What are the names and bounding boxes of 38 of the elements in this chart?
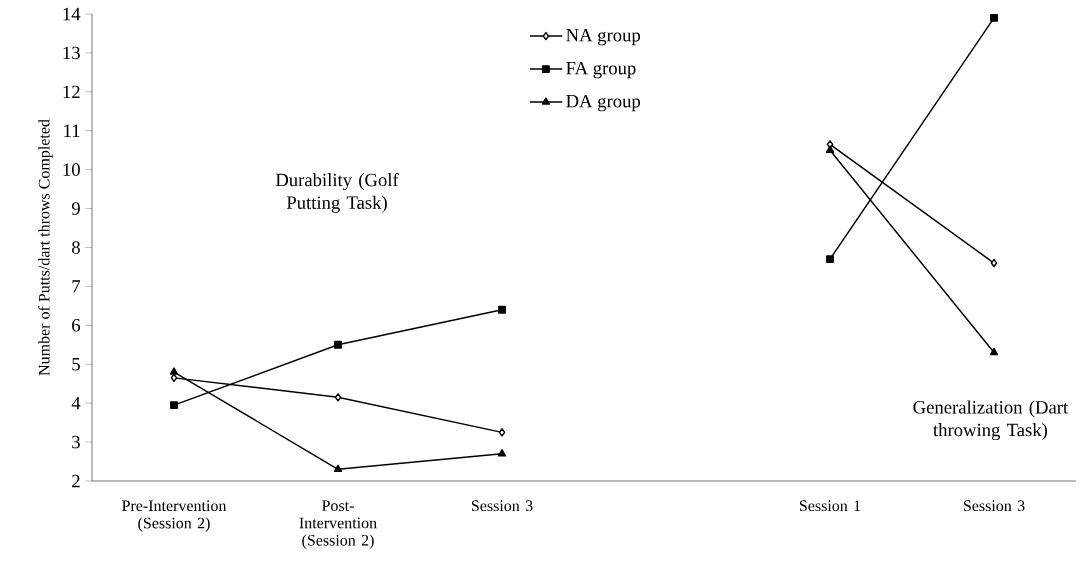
legend-label: DA group xyxy=(566,94,641,112)
point xyxy=(826,255,834,264)
annotation: Generalization (Dart throwing Task) xyxy=(913,400,1069,441)
y-tick-label: 13 xyxy=(63,46,80,60)
point xyxy=(498,305,506,314)
y-tick-label: 14 xyxy=(63,7,81,21)
annotation: Durability (Golf Putting Task) xyxy=(275,172,399,213)
y-tick-label: 8 xyxy=(72,241,80,254)
x-tick-label: Session 3 xyxy=(471,500,533,512)
y-axis-title: Number of Putts/dart throws Completed xyxy=(38,119,53,376)
y-tick-label: 10 xyxy=(63,163,80,176)
x-tick-label: Session 3 xyxy=(963,500,1025,512)
y-tick-label: 6 xyxy=(72,319,81,332)
y-tick-label: 5 xyxy=(72,358,80,371)
point xyxy=(334,393,342,402)
x-tick-label: Session 1 xyxy=(799,500,861,512)
y-tick-label: 9 xyxy=(71,202,80,215)
y-tick-label: 3 xyxy=(72,435,80,449)
point xyxy=(989,347,999,356)
point xyxy=(498,428,506,437)
y-tick-label: 2 xyxy=(72,474,80,488)
x-tick-label: Post-Intervention (Session 2) xyxy=(299,500,377,549)
point xyxy=(333,464,343,473)
point xyxy=(825,145,835,153)
point xyxy=(169,367,179,375)
point xyxy=(990,258,998,268)
x-tick-label: Pre-Intervention (Session 2) xyxy=(122,500,227,532)
y-tick-label: 11 xyxy=(64,124,80,137)
point xyxy=(334,340,342,349)
y-tick-label: 4 xyxy=(71,397,81,410)
legend-label: NA group xyxy=(566,28,641,46)
y-tick-label: 12 xyxy=(63,85,80,99)
point xyxy=(990,13,998,22)
point xyxy=(170,401,178,410)
point xyxy=(170,373,178,383)
legend-label: FA group xyxy=(566,61,636,79)
y-tick-label: 7 xyxy=(72,280,81,293)
point xyxy=(497,449,507,457)
